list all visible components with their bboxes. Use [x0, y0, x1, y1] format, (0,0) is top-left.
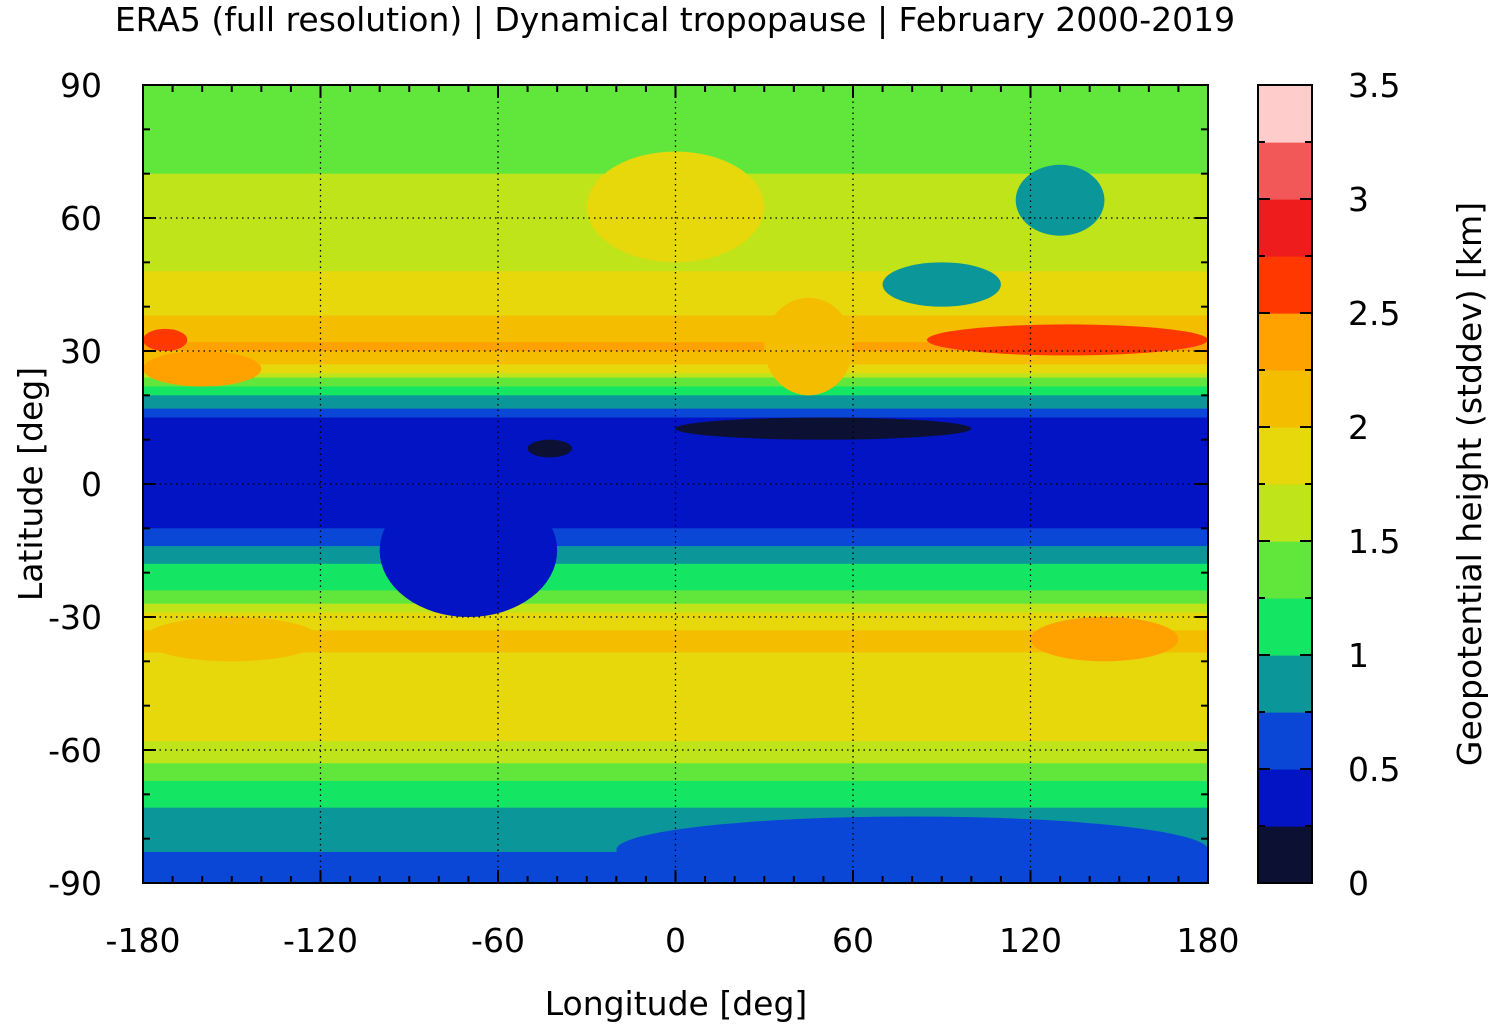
x-tick-label: -180: [106, 921, 181, 960]
heatmap-band: [143, 741, 1208, 764]
colorbar-swatch: [1258, 313, 1312, 371]
heatmap-cell: [616, 816, 1208, 883]
colorbar-label: Geopotential height (stddev) [km]: [1450, 202, 1489, 766]
colorbar-swatch: [1258, 655, 1312, 713]
y-tick-label: -60: [48, 731, 102, 770]
heatmap-cell: [675, 417, 972, 440]
y-tick-label: -30: [48, 598, 102, 637]
y-tick-label: 0: [81, 465, 102, 504]
heatmap-band: [143, 351, 1208, 365]
heatmap-band: [143, 652, 1208, 742]
colorbar-tick-label: 2: [1348, 408, 1369, 447]
heatmap-cell: [764, 297, 853, 396]
heatmap-band: [143, 342, 1208, 352]
heatmap-band: [143, 763, 1208, 782]
colorbar-tick-label: 2.5: [1348, 294, 1400, 333]
colorbar-swatch: [1258, 142, 1312, 200]
heatmap-cell: [143, 617, 321, 662]
colorbar-swatch: [1258, 427, 1312, 485]
heatmap-band: [143, 546, 1208, 565]
heatmap-band: [143, 408, 1208, 419]
heatmap-band: [143, 417, 1208, 529]
x-tick-label: 0: [665, 921, 686, 960]
plot-area: [143, 85, 1208, 884]
chart-title: ERA5 (full resolution) | Dynamical tropo…: [115, 0, 1235, 39]
y-tick-label: 60: [60, 199, 102, 238]
y-tick-label: 30: [60, 332, 102, 371]
heatmap-cell: [379, 484, 558, 617]
heatmap-cell: [143, 328, 188, 351]
x-tick-label: -60: [471, 921, 525, 960]
colorbar-swatch: [1258, 712, 1312, 770]
colorbar-tick-label: 0: [1348, 864, 1369, 903]
colorbar-swatch: [1258, 598, 1312, 656]
y-axis-label: Latitude [deg]: [11, 367, 50, 601]
x-axis-label: Longitude [deg]: [545, 984, 808, 1023]
x-tick-label: 120: [999, 921, 1062, 960]
heatmap-band: [143, 386, 1208, 396]
axes: -180 -120 -60 0 60 120 180 90 60 30 0 -30 -60 -90: [48, 66, 1239, 960]
heatmap-cell: [1030, 617, 1179, 662]
x-tick-label: 60: [832, 921, 874, 960]
heatmap-cell: [527, 439, 572, 458]
colorbar-swatch: [1258, 769, 1312, 827]
colorbar-tick-label: 0.5: [1348, 750, 1400, 789]
colorbar-swatch: [1258, 484, 1312, 542]
heatmap-band: [143, 373, 1208, 379]
colorbar-tick-label: 3.5: [1348, 66, 1400, 105]
heatmap-cell: [926, 324, 1208, 356]
heatmap-cell: [1015, 164, 1105, 236]
x-tick-label: 180: [1177, 921, 1240, 960]
colorbar-swatch: [1258, 370, 1312, 428]
colorbar-tick-label: 1.5: [1348, 522, 1400, 561]
heatmap-cell: [882, 262, 1001, 307]
y-tick-label: 90: [60, 66, 102, 105]
colorbar-tick-label: 1: [1348, 636, 1369, 675]
heatmap-band: [143, 364, 1208, 374]
colorbar-swatch: [1258, 826, 1312, 884]
x-tick-label: -120: [283, 921, 358, 960]
colorbar-swatch: [1258, 541, 1312, 599]
colorbar-swatch: [1258, 85, 1312, 143]
heatmap-cell: [143, 351, 262, 387]
colorbar-swatch: [1258, 199, 1312, 257]
heatmap-band: [143, 395, 1208, 410]
y-tick-label: -90: [48, 864, 102, 903]
colorbar-swatch: [1258, 256, 1312, 314]
colorbar: 0 0.5 1 1.5 2 2.5 3 3.5: [1257, 66, 1400, 903]
colorbar-tick-label: 3: [1348, 180, 1369, 219]
